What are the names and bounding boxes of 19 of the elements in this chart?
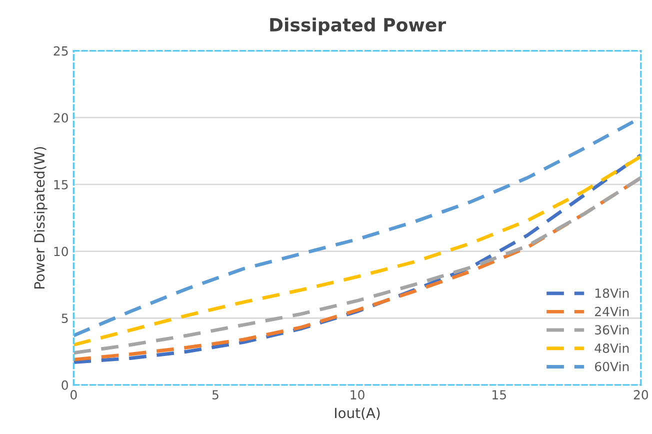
y-tick-label: 15 [54,180,68,190]
x-tick-label: 10 [350,390,364,400]
legend-label: 24Vin [595,306,629,316]
y-tick-label: 20 [54,113,68,123]
legend-label: 18Vin [595,288,629,298]
chart-title: Dissipated Power [270,18,446,36]
x-tick-label: 5 [212,390,218,400]
y-tick-label: 10 [54,246,68,256]
y-axis-title: Power Dissipated(W) [34,147,48,288]
x-tick-label: 0 [70,390,77,400]
y-tick-label: 5 [62,314,68,324]
x-tick-label: 15 [492,390,506,400]
x-axis-title: Iout(A) [335,407,380,420]
y-tick-label: 25 [54,46,68,56]
x-tick-label: 20 [634,390,648,400]
legend-label: 36Vin [595,324,629,335]
y-tick-label: 0 [62,380,68,390]
legend-label: 48Vin [594,343,629,353]
legend-label: 60Vin [594,362,629,372]
